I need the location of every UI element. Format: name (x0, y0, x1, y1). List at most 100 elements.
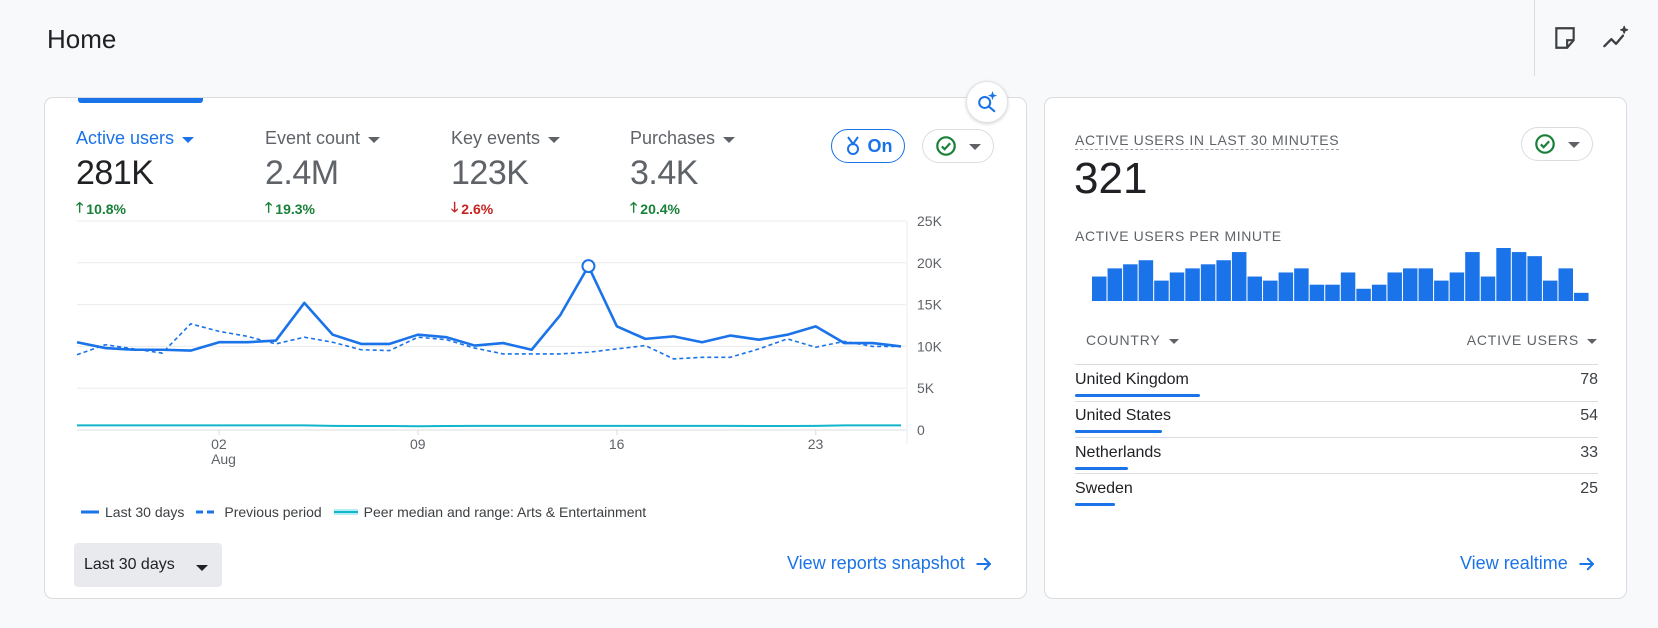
country-name: United States (1075, 407, 1172, 424)
per-minute-bar[interactable] (1387, 272, 1402, 301)
check-circle-icon (936, 136, 956, 156)
per-minute-bar[interactable] (1123, 264, 1138, 301)
user-count: 54 (1580, 407, 1598, 424)
legend-label: Previous period (224, 504, 322, 520)
chevron-down-icon (969, 144, 981, 150)
per-minute-bar[interactable] (1403, 268, 1418, 301)
table-row[interactable]: Netherlands 33 (1075, 438, 1598, 474)
per-minute-bar[interactable] (1309, 284, 1325, 301)
table-divider (1075, 473, 1598, 474)
legend-label: Last 30 days (105, 504, 185, 520)
per-minute-bar[interactable] (1371, 284, 1387, 301)
date-range-selector[interactable]: Last 30 days (74, 543, 222, 587)
per-minute-bar[interactable] (1434, 280, 1449, 301)
per-minute-bar[interactable] (1340, 272, 1356, 301)
top-bar: Home (0, 0, 1658, 80)
per-minute-bar[interactable] (1480, 276, 1496, 301)
per-minute-bar[interactable] (1542, 280, 1558, 301)
y-tick-label: 5K (917, 380, 935, 396)
table-divider (1075, 437, 1598, 438)
legend-item-previous: Previous period (196, 504, 322, 520)
link-label: View reports snapshot (787, 553, 965, 573)
active-users-column-header[interactable]: ACTIVE USERS (1467, 332, 1597, 348)
data-quality-dropdown[interactable] (922, 129, 994, 163)
view-reports-snapshot-link[interactable]: View reports snapshot (787, 553, 993, 574)
per-minute-bar[interactable] (1465, 252, 1480, 301)
per-minute-bar[interactable] (1574, 292, 1589, 301)
per-minute-bar[interactable] (1200, 264, 1216, 301)
metric-value: 123K (451, 154, 529, 192)
country-column-header[interactable]: COUNTRY (1086, 332, 1179, 348)
per-minute-bar[interactable] (1278, 272, 1294, 301)
value-bar (1075, 394, 1200, 397)
arrow-down-icon: 🡓 (451, 199, 459, 215)
metric-tab-key-events[interactable]: Key events 123K 🡓 2.6% (451, 128, 561, 221)
table-row[interactable]: United States 54 (1075, 401, 1598, 437)
chevron-down-icon (1168, 338, 1179, 344)
check-circle-icon (1535, 134, 1555, 154)
per-minute-bar[interactable] (1263, 280, 1278, 301)
arrow-right-icon (976, 557, 991, 570)
per-minute-bar[interactable] (1247, 276, 1263, 301)
per-minute-bar[interactable] (1169, 272, 1185, 301)
per-minute-bar[interactable] (1138, 260, 1154, 301)
per-minute-bar-chart (1092, 248, 1589, 301)
per-minute-bar[interactable] (1449, 272, 1465, 301)
insights-icon[interactable] (1602, 24, 1630, 52)
value-bar (1075, 467, 1128, 470)
y-tick-label: 25K (917, 213, 943, 229)
overview-card: Active users 281K 🡑 10.8% Event count 2.4… (44, 81, 1027, 599)
realtime-card: ACTIVE USERS IN LAST 30 MINUTES 321 ACTI… (1044, 97, 1627, 599)
per-minute-bar[interactable] (1092, 276, 1107, 301)
per-minute-bar[interactable] (1496, 248, 1511, 301)
realtime-title[interactable]: ACTIVE USERS IN LAST 30 MINUTES (1075, 132, 1340, 150)
metric-label: Event count (265, 128, 381, 149)
metric-tab-active-users[interactable]: Active users 281K 🡑 10.8% (76, 128, 195, 221)
table-row[interactable]: United Kingdom 78 (1075, 365, 1598, 401)
metric-label: Purchases (630, 128, 736, 149)
band-swatch (333, 509, 358, 515)
per-minute-bar[interactable] (1511, 252, 1527, 301)
per-minute-bar[interactable] (1356, 288, 1371, 301)
column-label: COUNTRY (1086, 332, 1161, 348)
metric-change: 🡓 2.6% (451, 197, 560, 221)
metric-tab-event-count[interactable]: Event count 2.4M 🡑 19.3% (265, 128, 381, 221)
realtime-data-quality-dropdown[interactable] (1521, 127, 1593, 161)
arrow-up-icon: 🡑 (76, 199, 84, 215)
solid-line-swatch (81, 510, 99, 514)
per-minute-bar[interactable] (1527, 256, 1542, 301)
realtime-value: 321 (1074, 154, 1148, 203)
per-minute-bar[interactable] (1107, 268, 1123, 301)
search-insights-button[interactable] (966, 81, 1008, 123)
table-divider (1075, 401, 1598, 402)
peak-point-marker[interactable] (581, 259, 596, 274)
series-line-current (76, 264, 902, 352)
x-tick-label: 23 (808, 436, 824, 452)
view-realtime-link[interactable]: View realtime (1460, 553, 1596, 574)
per-minute-bar[interactable] (1185, 268, 1200, 301)
column-label: ACTIVE USERS (1466, 332, 1579, 348)
y-tick-label: 10K (917, 338, 943, 354)
per-minute-bar[interactable] (1231, 252, 1247, 301)
metric-tab-purchases[interactable]: Purchases 3.4K 🡑 20.4% (630, 128, 736, 221)
note-icon[interactable] (1551, 24, 1579, 52)
per-minute-bar[interactable] (1216, 260, 1231, 301)
metric-change: 🡑 19.3% (265, 197, 380, 221)
per-minute-bar[interactable] (1558, 268, 1574, 301)
per-minute-bar[interactable] (1154, 280, 1169, 301)
country-name: Sweden (1075, 480, 1133, 497)
x-tick-label: 02 (211, 436, 227, 452)
chevron-down-icon (1587, 338, 1597, 344)
per-minute-bar[interactable] (1418, 268, 1434, 301)
value-bar (1075, 430, 1162, 433)
dashed-line-swatch (196, 510, 219, 514)
chevron-down-icon (723, 136, 736, 143)
per-minute-label: ACTIVE USERS PER MINUTE (1075, 228, 1282, 244)
per-minute-bar[interactable] (1294, 268, 1309, 301)
x-tick-label: 09 (410, 436, 426, 452)
benchmark-toggle[interactable]: On (831, 129, 905, 163)
top-divider (1534, 0, 1535, 76)
per-minute-bar[interactable] (1325, 284, 1340, 301)
table-row[interactable]: Sweden 25 (1075, 474, 1598, 510)
series-line-peer (77, 424, 901, 428)
